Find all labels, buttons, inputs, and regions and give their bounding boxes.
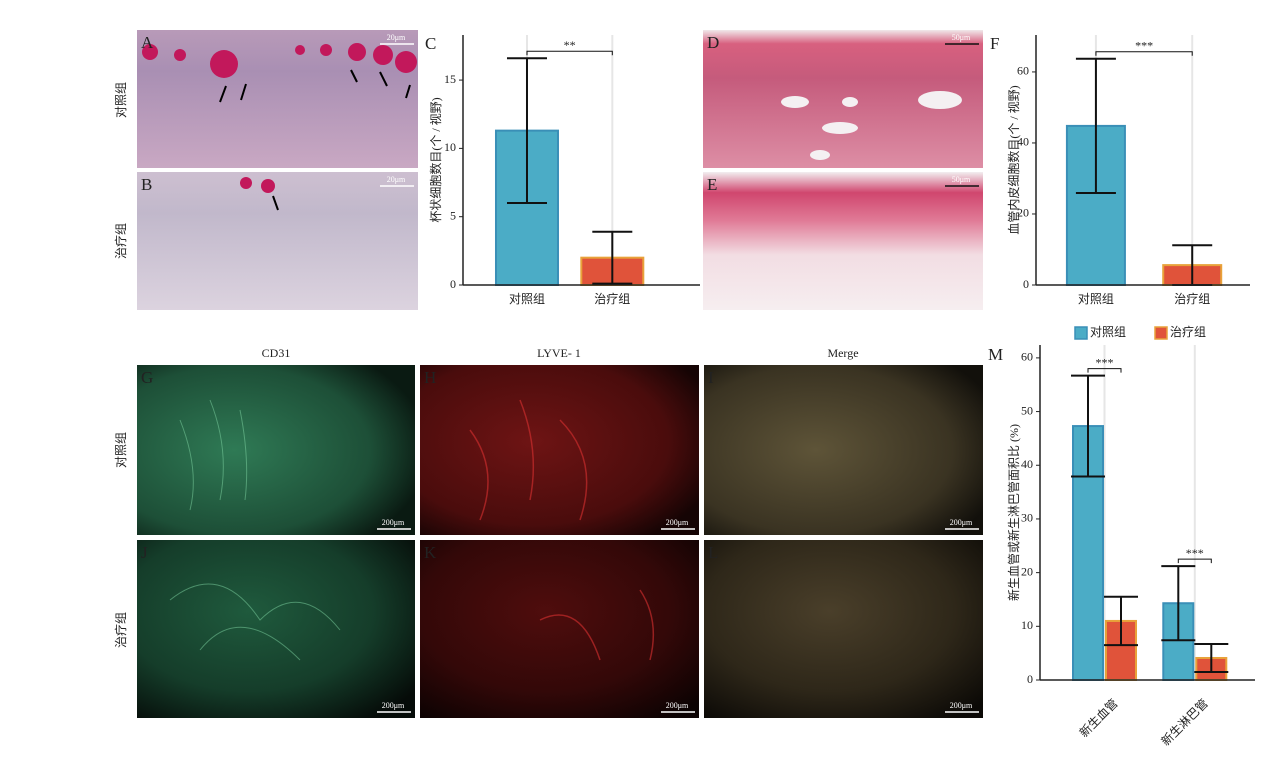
panel-label: M — [988, 345, 1003, 364]
y-tick-label: 30 — [1021, 511, 1033, 525]
scale-bar-label: 50μm — [952, 33, 971, 42]
scale-bar-label: 50μm — [952, 175, 971, 184]
panel-label: L — [708, 543, 718, 562]
y-tick-label: 10 — [444, 140, 456, 154]
panel-label: F — [990, 34, 999, 53]
x-tick-label: 治疗组 — [594, 292, 630, 306]
row-label: 治疗组 — [114, 612, 128, 648]
y-tick-label: 0 — [1027, 672, 1033, 686]
micrograph — [704, 540, 983, 718]
vessel-network — [469, 399, 655, 661]
y-tick-label: 40 — [1017, 135, 1029, 149]
vessel-network — [169, 399, 341, 661]
legend-swatch — [1154, 326, 1168, 340]
micrograph — [420, 365, 699, 535]
panel-label: G — [141, 368, 153, 387]
column-label: LYVE- 1 — [537, 346, 581, 360]
column-label: Merge — [827, 346, 858, 360]
significance-label: *** — [1186, 546, 1204, 560]
scale-bar-label: 20μm — [387, 33, 406, 42]
x-tick-label: 新生淋巴管 — [1158, 695, 1211, 748]
scale-bar-label: 200μm — [382, 518, 405, 527]
y-axis-label: 新生血管或新生淋巴管面积比 (%) — [1006, 424, 1021, 601]
micrograph — [704, 365, 983, 535]
significance-label: ** — [564, 38, 576, 52]
vessels — [781, 91, 962, 160]
y-tick-label: 20 — [1017, 206, 1029, 220]
error-bar — [592, 230, 633, 285]
scale-bar-label: 200μm — [950, 701, 973, 710]
y-tick-label: 50 — [1021, 403, 1033, 417]
row-label: 治疗组 — [114, 223, 128, 259]
y-tick-label: 0 — [1023, 277, 1029, 291]
panel-label: I — [708, 368, 714, 387]
y-axis-label: 血管内皮细胞数目(个 / 视野) — [1006, 85, 1021, 234]
significance-bracket — [1177, 558, 1212, 564]
y-tick-label: 60 — [1021, 350, 1033, 364]
significance-bracket — [1087, 368, 1122, 373]
arrows — [219, 69, 411, 211]
micrograph — [137, 365, 415, 535]
y-tick-label: 5 — [450, 208, 456, 222]
row-label: 对照组 — [114, 82, 128, 118]
scale-bar-label: 200μm — [666, 701, 689, 710]
significance-label: *** — [1096, 355, 1114, 369]
micrographs — [137, 30, 983, 718]
legend-label: 对照组 — [1090, 325, 1126, 339]
y-tick-label: 20 — [1021, 564, 1033, 578]
panel-label: A — [141, 33, 154, 52]
x-tick-label: 治疗组 — [1174, 292, 1210, 306]
scale-bar-label: 200μm — [382, 701, 405, 710]
error-bar — [1071, 374, 1105, 478]
y-axis-label: 杯状细胞数目(个 / 视野) — [428, 97, 443, 222]
legend-swatch — [1074, 326, 1088, 340]
y-tick-label: 15 — [444, 72, 456, 86]
x-tick-label: 对照组 — [1078, 292, 1114, 306]
micrograph — [703, 172, 983, 310]
error-bar — [1104, 595, 1138, 647]
micrograph — [137, 172, 418, 310]
scale-bar-label: 200μm — [950, 518, 973, 527]
error-bar — [1194, 643, 1229, 673]
panel-label: D — [707, 33, 719, 52]
panel-label: B — [141, 175, 152, 194]
goblet-cells — [142, 43, 417, 193]
row-label: 对照组 — [114, 432, 128, 468]
x-tick-label: 对照组 — [509, 292, 545, 306]
significance-label: *** — [1135, 39, 1153, 53]
panel-label: K — [424, 543, 437, 562]
column-label: CD31 — [262, 346, 291, 360]
micrograph — [420, 540, 699, 718]
scale-bar-label: 20μm — [387, 175, 406, 184]
significance-bracket — [1095, 51, 1193, 56]
y-tick-label: 40 — [1021, 457, 1033, 471]
micrograph — [137, 540, 415, 718]
x-tick-label: 新生血管 — [1076, 695, 1121, 740]
y-tick-label: 10 — [1021, 618, 1033, 632]
significance-bracket — [526, 50, 613, 56]
error-bar — [506, 57, 547, 205]
legend-label: 治疗组 — [1170, 325, 1206, 339]
y-tick-label: 60 — [1017, 64, 1029, 78]
panel-label: E — [707, 175, 717, 194]
scale-bar-label: 200μm — [666, 518, 689, 527]
error-bar — [1161, 565, 1196, 642]
panel-label: J — [141, 543, 148, 562]
panel-label: H — [424, 368, 436, 387]
panel-label: C — [425, 34, 436, 53]
y-tick-label: 0 — [450, 277, 456, 291]
error-bar — [1075, 57, 1116, 195]
